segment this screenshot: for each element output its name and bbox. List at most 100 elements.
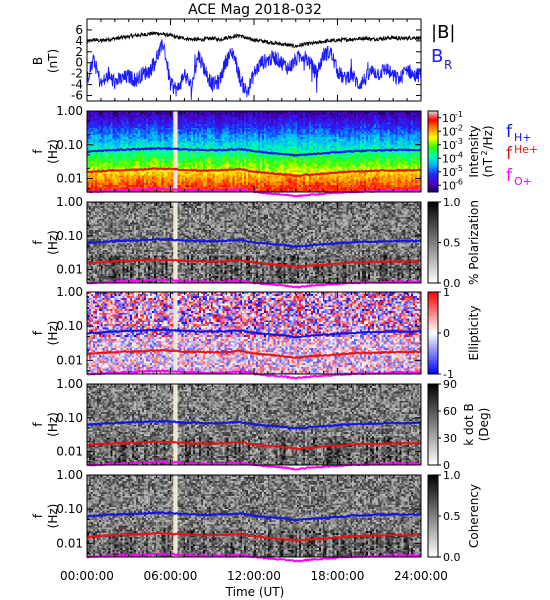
spectrogram-cell	[232, 172, 234, 174]
spectrogram-cell	[146, 131, 148, 133]
spectrogram-cell	[107, 142, 109, 144]
spectrogram-cell	[122, 140, 124, 142]
spectrogram-cell	[199, 128, 201, 130]
spectrogram-cell	[181, 113, 183, 115]
spectrogram-cell	[197, 142, 199, 144]
spectrogram-cell	[97, 164, 99, 166]
spectrogram-cell	[150, 155, 152, 157]
spectrogram-cell	[219, 177, 221, 179]
spectrogram-cell	[111, 186, 113, 188]
spectrogram-cell	[189, 140, 191, 142]
spectrogram-cell	[197, 183, 199, 185]
spectrogram-cell	[177, 113, 179, 115]
spectrogram-cell	[219, 153, 221, 155]
spectrogram-cell	[183, 163, 185, 165]
spectrogram-cell	[238, 153, 240, 155]
spectrogram-cell	[219, 186, 221, 188]
spectrogram-cell	[232, 131, 234, 133]
spectrogram-cell	[154, 183, 156, 185]
spectrogram-cell	[158, 139, 160, 141]
spectrogram-cell	[181, 146, 183, 148]
spectrogram-cell	[126, 118, 128, 120]
spectrogram-cell	[158, 118, 160, 120]
spectrogram-cell	[203, 120, 205, 122]
spectrogram-cell	[105, 157, 107, 159]
spectrogram-cell	[170, 152, 172, 154]
spectrogram-cell	[93, 144, 95, 146]
spectrogram-cell	[203, 174, 205, 176]
spectrogram-cell	[128, 179, 130, 181]
spectrogram-cell	[232, 118, 234, 120]
spectrogram-cell	[187, 135, 189, 137]
spectrogram-cell	[99, 164, 101, 166]
spectrogram-cell	[134, 183, 136, 185]
spectrogram-cell	[230, 129, 232, 131]
spectrogram-cell	[107, 129, 109, 131]
spectrogram-cell	[221, 159, 223, 161]
spectrogram-cell	[93, 166, 95, 168]
spectrogram-cell	[193, 146, 195, 148]
spectrogram-cell	[148, 153, 150, 155]
spectrogram-cell	[150, 128, 152, 130]
spectrogram-cell	[154, 159, 156, 161]
spectrogram-cell	[122, 159, 124, 161]
spectrogram-cell	[250, 135, 252, 137]
spectrogram-cell	[95, 124, 97, 126]
spectrogram-cell	[193, 172, 195, 174]
spectrogram-cell	[168, 128, 170, 130]
spectrogram-cell	[189, 175, 191, 177]
spectrogram-cell	[152, 131, 154, 133]
spectrogram-cell	[97, 126, 99, 128]
spectrogram-cell	[95, 133, 97, 135]
spectrogram-cell	[203, 139, 205, 141]
spectrogram-cell	[230, 128, 232, 130]
spectrogram-cell	[126, 137, 128, 139]
spectrogram-cell	[238, 144, 240, 146]
spectrogram-cell	[124, 157, 126, 159]
spectrogram-cell	[105, 155, 107, 157]
spectrogram-cell	[146, 139, 148, 141]
spectrogram-cell	[160, 137, 162, 139]
spectrogram-cell	[183, 172, 185, 174]
spectrogram-cell	[217, 175, 219, 177]
spectrogram-cell	[240, 122, 242, 124]
spectrogram-cell	[193, 129, 195, 131]
spectrogram-cell	[225, 166, 227, 168]
spectrogram-cell	[93, 135, 95, 137]
spectrogram-cell	[205, 177, 207, 179]
spectrogram-cell	[115, 146, 117, 148]
spectrogram-cell	[146, 174, 148, 176]
spectrogram-cell	[246, 146, 248, 148]
spectrogram-cell	[225, 185, 227, 187]
spectrogram-cell	[195, 122, 197, 124]
spectrogram-cell	[115, 159, 117, 161]
spectrogram-cell	[170, 118, 172, 120]
spectrogram-cell	[207, 129, 209, 131]
spectrogram-cell	[160, 181, 162, 183]
spectrogram-cell	[158, 177, 160, 179]
spectrogram-cell	[213, 124, 215, 126]
spectrogram-cell	[132, 155, 134, 157]
spectrogram-cell	[197, 139, 199, 141]
spectrogram-cell	[219, 137, 221, 139]
spectrogram-cell	[103, 118, 105, 120]
spectrogram-cell	[97, 128, 99, 130]
spectrogram-cell	[113, 126, 115, 128]
spectrogram-cell	[195, 159, 197, 161]
spectrogram-cell	[166, 161, 168, 163]
spectrogram-cell	[120, 115, 122, 117]
spectrogram-cell	[126, 157, 128, 159]
spectrogram-cell	[118, 144, 120, 146]
spectrogram-cell	[242, 183, 244, 185]
spectrogram-cell	[105, 146, 107, 148]
spectrogram-cell	[179, 131, 181, 133]
spectrogram-cell	[244, 117, 246, 119]
spectrogram-cell	[223, 115, 225, 117]
spectrogram-cell	[191, 139, 193, 141]
spectrogram-cell	[91, 174, 93, 176]
spectrogram-cell	[140, 164, 142, 166]
spectrogram-cell	[166, 129, 168, 131]
spectrogram-cell	[132, 174, 134, 176]
spectrogram-cell	[232, 163, 234, 165]
spectrogram-cell	[103, 186, 105, 188]
